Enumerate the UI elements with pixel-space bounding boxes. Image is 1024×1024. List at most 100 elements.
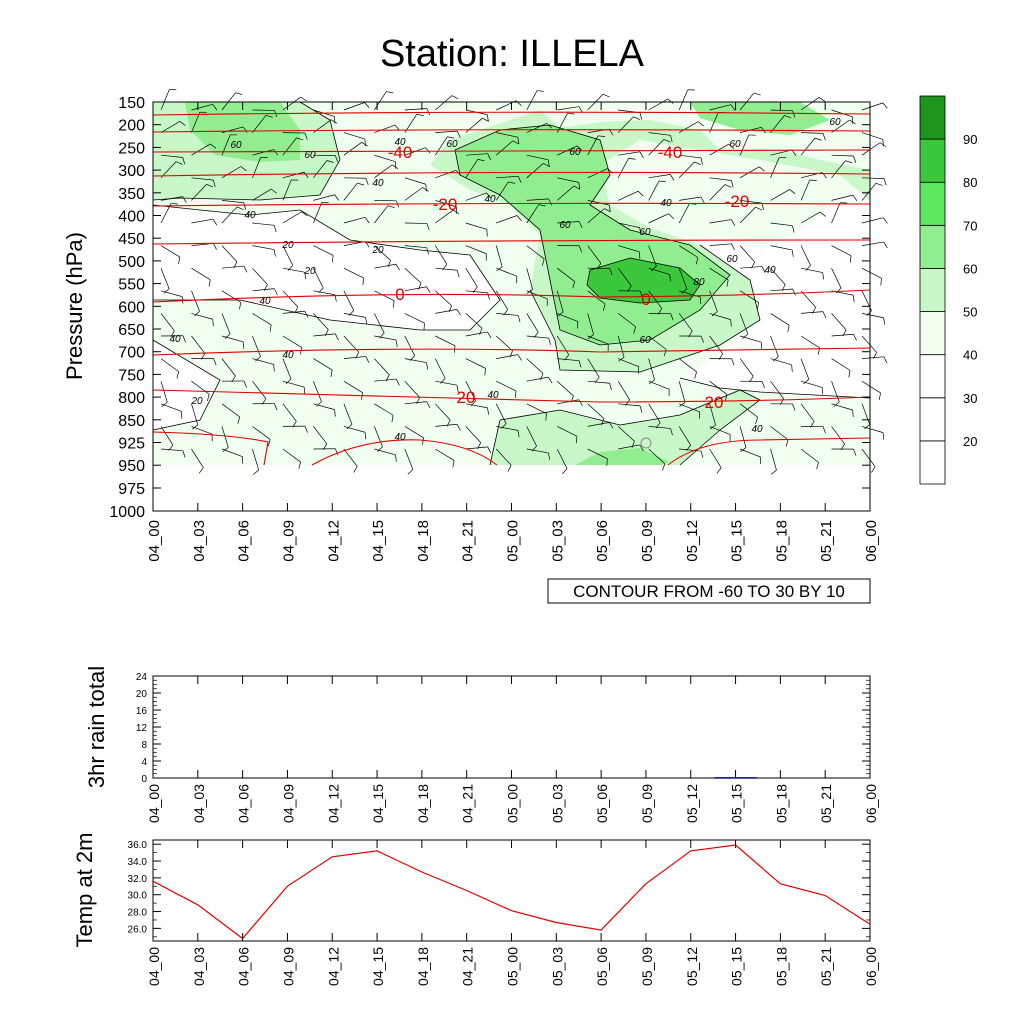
wind-barb-flag <box>638 251 641 259</box>
pressure-tick-label: 150 <box>118 95 145 112</box>
rain-time-tick-label: 05_12 <box>684 784 700 823</box>
wind-barb-shaft <box>861 142 881 156</box>
wind-barb-flag <box>679 402 686 407</box>
colorbar-swatch <box>919 181 946 226</box>
humidity-contour-label: 40 <box>487 390 499 401</box>
wind-barb-shaft <box>709 219 732 224</box>
temp-time-tick-label: 04_00 <box>146 947 162 986</box>
wind-barb-shaft <box>404 187 423 201</box>
wind-barb-shaft <box>343 102 365 111</box>
pressure-tick-label: 1000 <box>109 504 145 521</box>
wind-barb-flag <box>303 171 309 178</box>
wind-barb-flag <box>426 223 430 231</box>
wind-barb-flag <box>742 333 749 339</box>
wind-barb-shaft <box>465 446 488 450</box>
wind-barb-shaft <box>404 313 425 324</box>
wind-barb-flag <box>477 159 485 162</box>
wind-barb-shaft <box>526 335 549 339</box>
wind-barb-flag <box>387 205 395 209</box>
wind-barb-flag <box>273 225 277 233</box>
wind-barb-shaft <box>313 160 328 179</box>
temp-contour-line <box>152 149 871 153</box>
wind-barb-shaft <box>618 358 639 367</box>
wind-barb-shaft <box>221 245 238 263</box>
rain-time-tick-label: 04_18 <box>415 784 431 823</box>
wind-barb-shaft <box>221 200 244 204</box>
wind-barb-flag <box>845 160 853 164</box>
wind-barb-shaft <box>282 211 302 224</box>
wind-barb-shaft <box>678 381 686 403</box>
wind-barb-shaft <box>343 142 362 156</box>
wind-barb-flag <box>273 149 279 156</box>
wind-barb-shaft <box>191 177 214 181</box>
wind-barb-shaft <box>556 380 574 397</box>
wind-barb-shaft <box>160 268 170 289</box>
wind-barb-flag <box>699 296 702 305</box>
wind-barb-flag <box>212 219 218 226</box>
wind-barb-shaft <box>252 188 272 201</box>
humidity-contour-label: 40 <box>372 178 384 189</box>
wind-barb-shaft <box>587 290 606 305</box>
temp-series <box>152 844 871 940</box>
wind-barb-shaft <box>343 380 363 393</box>
wind-barb-flag <box>883 356 888 364</box>
pressure-tick-label: 600 <box>118 299 145 316</box>
wind-barb-flag <box>787 325 790 333</box>
temp-contour-line <box>152 431 269 466</box>
humidity-contour-label: 40 <box>244 210 256 221</box>
wind-barb-shaft <box>465 192 487 201</box>
wind-barb-shaft <box>709 290 718 312</box>
wind-barb-flag <box>303 386 306 395</box>
wind-barb-flag <box>618 356 625 362</box>
wind-barb-flag <box>639 151 644 159</box>
wind-barb-shaft <box>739 335 762 343</box>
wind-barb-shaft <box>770 245 793 251</box>
wind-barb-flag <box>548 376 553 384</box>
wind-barb-shaft <box>221 426 229 448</box>
wind-barb-shaft <box>496 448 512 466</box>
wind-barb-shaft <box>374 313 385 334</box>
wind-barb-flag <box>648 379 655 385</box>
wind-barb-flag <box>578 360 582 368</box>
rain-tick-label: 20 <box>136 689 148 700</box>
wind-barb-flag <box>353 466 358 473</box>
wind-barb-shaft <box>678 203 690 224</box>
wind-barb-shaft <box>739 166 760 179</box>
humidity-contour-labels: 60 60 60 60 60 60 60 60 60 60 40 40 40 40 40 40 40 40 40 40… <box>169 117 841 443</box>
pressure-tick-label: 200 <box>118 118 145 135</box>
wind-barb-flag <box>265 114 273 118</box>
wind-barb-flag <box>334 194 340 201</box>
wind-barb-flag <box>487 153 492 161</box>
pressure-axis: 1502002503003504004505005506006507007508… <box>109 95 870 521</box>
wind-barb-shaft <box>648 290 663 309</box>
wind-barb-flag <box>296 137 304 141</box>
wind-barb-shaft <box>313 333 336 337</box>
wind-barb-shaft <box>800 380 823 388</box>
temperature-contours <box>152 111 871 466</box>
wind-barb-flag <box>242 126 248 133</box>
wind-barb-shaft <box>526 90 538 111</box>
wind-barb-shaft <box>800 448 819 463</box>
wind-barb-flag <box>784 115 792 118</box>
temp-time-tick-label: 06_00 <box>863 947 879 986</box>
wind-barb-shaft <box>374 205 389 224</box>
wind-barb-flag <box>662 463 666 471</box>
rain-time-tick-label: 05_18 <box>773 784 789 823</box>
pressure-tick-label: 450 <box>118 231 145 248</box>
wind-barb-shaft <box>496 426 518 431</box>
wind-barb-shaft <box>343 313 366 318</box>
wind-barb-flag <box>541 258 545 266</box>
wind-barb-shaft <box>282 245 294 266</box>
time-tick-label: 04_15 <box>370 520 387 562</box>
wind-barb-flag <box>700 336 704 343</box>
wind-barb-shaft <box>678 268 688 289</box>
wind-barb-flag <box>304 311 309 318</box>
wind-barb-flag <box>700 450 704 458</box>
rain-time-tick-label: 04_09 <box>280 784 296 823</box>
wind-barb-shaft <box>800 403 815 422</box>
wind-barb-flag <box>758 166 765 172</box>
wind-barb-shaft <box>282 267 305 273</box>
wind-barb-flag <box>883 241 888 249</box>
wind-barb-shaft <box>770 358 792 366</box>
